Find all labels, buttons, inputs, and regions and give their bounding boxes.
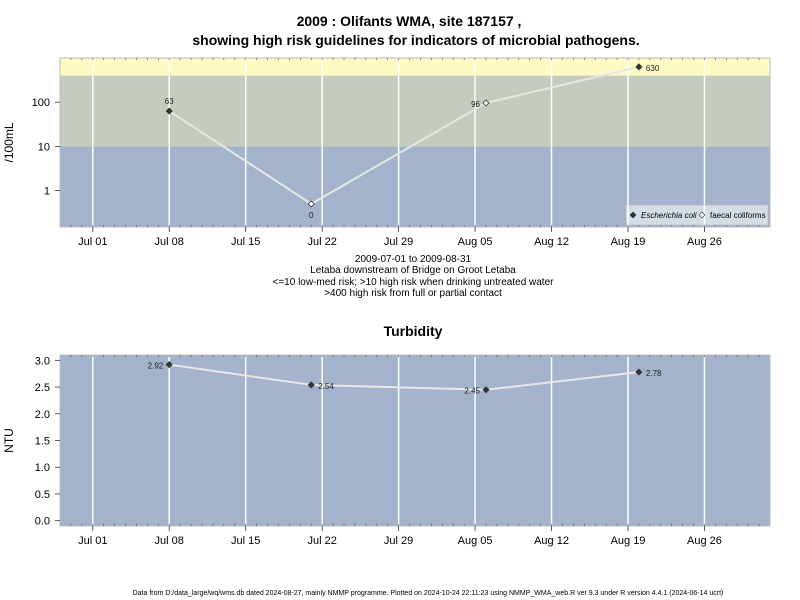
data-point — [307, 381, 315, 389]
plot-background — [60, 355, 770, 526]
footer-note: Data from D:/data_large/wq/wms.db dated … — [133, 590, 724, 597]
x-tick-label: Aug 05 — [458, 236, 493, 248]
data-label: 2.92 — [148, 362, 164, 371]
y-tick-label: 0.5 — [35, 489, 50, 501]
y-tick-label: 0.0 — [35, 516, 50, 528]
legend-label-ecoli: Escherichia coli — [641, 211, 697, 220]
data-point — [307, 200, 315, 208]
x-tick-label: Aug 19 — [611, 236, 646, 248]
turbidity-title: Turbidity — [384, 323, 443, 339]
legend-label-faecal: faecal coliforms — [710, 211, 766, 220]
microbial-panel: Jul 01 Jul 08 Jul 15 Jul 22 Jul 29 Aug 05 Aug … — [2, 57, 771, 248]
data-point — [482, 99, 490, 107]
legend-marker-ecoli — [629, 211, 637, 219]
series-line — [168, 65, 640, 206]
data-label: 630 — [646, 64, 660, 73]
legend-box — [625, 204, 769, 226]
risk-band — [60, 58, 770, 76]
x-tick-label: Jul 15 — [231, 236, 260, 248]
y-tick-label: 1 — [44, 186, 50, 198]
x-tick-label: Aug 19 — [611, 535, 646, 547]
subtitle-site-description: Letaba downstream of Bridge on Groot Let… — [310, 265, 516, 276]
data-label: 96 — [471, 100, 480, 109]
data-label: 2.54 — [318, 382, 334, 391]
x-tick-label: Jul 29 — [384, 236, 413, 248]
data-point — [165, 361, 173, 369]
data-point — [635, 368, 643, 376]
legend-marker-faecal — [698, 211, 706, 219]
subtitle-date-range: 2009-07-01 to 2009-08-31 — [355, 254, 472, 265]
data-label: 63 — [165, 97, 174, 106]
subtitle-drinking-guideline: <=10 low-med risk; >10 high risk when dr… — [273, 277, 555, 288]
x-tick-label: Aug 26 — [687, 535, 722, 547]
y-tick-label: 3.0 — [35, 355, 50, 367]
y-tick-label: 1.0 — [35, 462, 50, 474]
series-line — [169, 363, 640, 391]
x-tick-label: Jul 01 — [78, 236, 107, 248]
data-point — [482, 386, 490, 394]
x-tick-label: Jul 22 — [307, 535, 336, 547]
y-tick-label: 100 — [32, 97, 50, 109]
x-tick-label: Jul 01 — [78, 535, 107, 547]
x-tick-label: Jul 22 — [307, 236, 336, 248]
data-point — [165, 107, 173, 115]
data-label: 2.78 — [646, 369, 662, 378]
plot-frame — [59, 57, 771, 228]
risk-band — [60, 75, 770, 147]
data-label: 0 — [309, 211, 314, 220]
y-tick-label: 2.0 — [35, 409, 50, 421]
subtitle-contact-guideline: >400 high risk from full or partial cont… — [324, 288, 502, 299]
y-axis-label: NTU — [2, 428, 16, 453]
x-tick-label: Aug 26 — [687, 236, 722, 248]
x-tick-label: Jul 29 — [384, 535, 413, 547]
chart-title-line1: 2009 : Olifants WMA, site 187157 , — [297, 13, 522, 29]
data-label: 2.45 — [464, 387, 480, 396]
x-tick-label: Aug 05 — [458, 535, 493, 547]
data-point — [635, 63, 643, 71]
y-tick-label: 2.5 — [35, 382, 50, 394]
x-tick-label: Jul 08 — [155, 535, 184, 547]
x-tick-label: Aug 12 — [534, 535, 569, 547]
y-tick-label: 1.5 — [35, 436, 50, 448]
x-tick-label: Aug 12 — [534, 236, 569, 248]
y-axis-label: /100mL — [2, 122, 16, 162]
chart-title-line2: showing high risk guidelines for indicat… — [192, 32, 639, 48]
x-tick-label: Jul 15 — [231, 535, 260, 547]
x-tick-label: Jul 08 — [155, 236, 184, 248]
y-tick-label: 10 — [38, 141, 50, 153]
turbidity-panel: Jul 01 Jul 08 Jul 15 Jul 22 Jul 29 Aug 05 Aug … — [2, 354, 771, 547]
